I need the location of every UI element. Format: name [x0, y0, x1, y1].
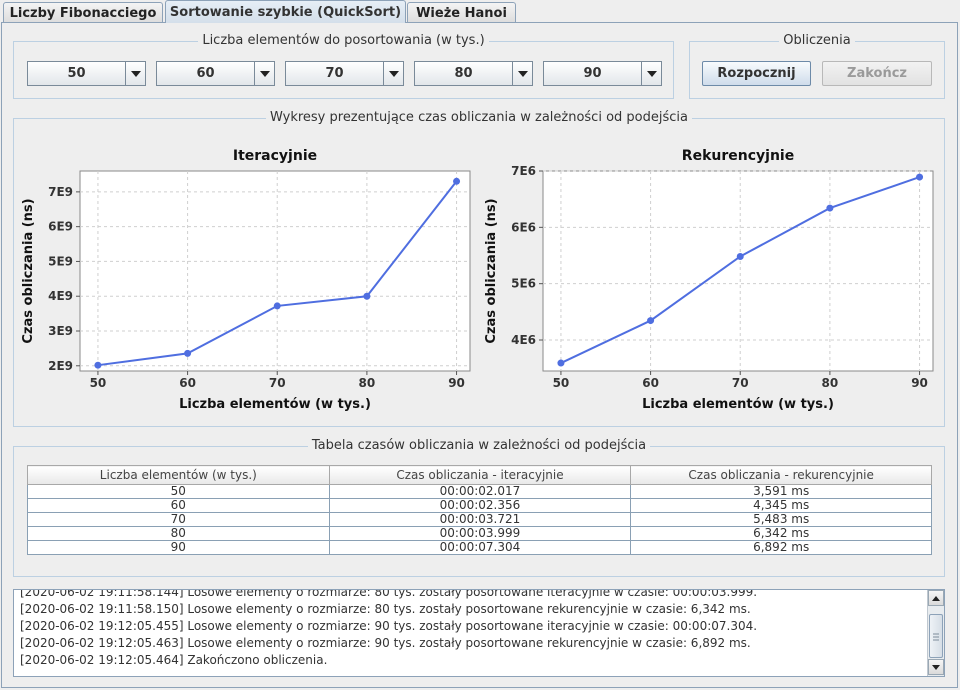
- elements-combo-2[interactable]: 60: [156, 61, 275, 86]
- table-row[interactable]: 80 00:00:03.999 6,342 ms: [27, 526, 932, 541]
- table-cell: 00:00:03.999: [329, 526, 632, 541]
- y-tick-label: 4E9: [48, 289, 73, 303]
- y-axis-label: Czas obliczania (ns): [21, 198, 36, 343]
- charts-group-title: Wykresy prezentujące czas obliczania w z…: [266, 110, 692, 125]
- x-tick-label: 60: [179, 376, 196, 390]
- table-group: Tabela czasów obliczania w zależności od…: [13, 438, 945, 577]
- chevron-up-icon: [932, 595, 940, 601]
- y-tick-label: 3E9: [48, 324, 73, 338]
- elements-count-group: Liczba elementów do posortowania (w tys.…: [13, 33, 674, 99]
- table-cell: 70: [27, 512, 330, 527]
- table-cell: 5,483 ms: [630, 512, 932, 527]
- x-tick-label: 90: [448, 376, 465, 390]
- table-cell: 4,345 ms: [630, 498, 932, 513]
- tab-fibonacci[interactable]: Liczby Fibonacciego: [3, 2, 163, 23]
- log-line: [2020-06-02 19:12:05.455] Losowe element…: [20, 619, 758, 633]
- y-tick-label: 7E9: [48, 185, 73, 199]
- chevron-down-icon[interactable]: [384, 62, 403, 85]
- table-cell: 3,591 ms: [630, 484, 932, 499]
- table-cell: 6,342 ms: [630, 526, 932, 541]
- table-row[interactable]: 70 00:00:03.721 5,483 ms: [27, 512, 932, 527]
- tab-bar: Liczby Fibonacciego Sortowanie szybkie (…: [0, 0, 960, 23]
- log-textarea[interactable]: [2020-06-02 19:11:58.144] Losowe element…: [13, 589, 945, 677]
- data-point: [94, 361, 102, 369]
- scroll-up-button[interactable]: [928, 590, 944, 606]
- elements-combo-1[interactable]: 50: [27, 61, 146, 86]
- elements-count-group-title: Liczba elementów do posortowania (w tys.…: [198, 33, 489, 48]
- tab-quicksort[interactable]: Sortowanie szybkie (QuickSort): [165, 0, 406, 23]
- table-cell: 90: [27, 540, 330, 555]
- table-cell: 00:00:02.017: [329, 484, 632, 499]
- results-table: Liczba elementów (w tys.) Czas obliczani…: [27, 465, 932, 555]
- computation-group-title: Obliczenia: [779, 33, 855, 48]
- x-tick-label: 80: [359, 376, 376, 390]
- chart-title-iterative: Iteracyjnie: [232, 148, 318, 164]
- data-point: [363, 292, 371, 300]
- grip-icon: [933, 633, 939, 641]
- elements-combo-4-value: 80: [415, 62, 513, 85]
- start-button[interactable]: Rozpocznij: [702, 61, 811, 86]
- table-cell: 00:00:03.721: [329, 512, 632, 527]
- table-row[interactable]: 50 00:00:02.017 3,591 ms: [27, 484, 932, 499]
- stop-button[interactable]: Zakończ: [822, 61, 932, 86]
- elements-combo-2-value: 60: [157, 62, 255, 85]
- table-cell: 50: [27, 484, 330, 499]
- log-line: [2020-06-02 19:12:05.463] Losowe element…: [20, 636, 751, 650]
- elements-combo-1-value: 50: [28, 62, 126, 85]
- y-tick-label: 5E9: [48, 254, 73, 268]
- x-tick-label: 50: [90, 376, 107, 390]
- table-cell: 80: [27, 526, 330, 541]
- table-cell: 00:00:07.304: [329, 540, 632, 555]
- table-row[interactable]: 60 00:00:02.356 4,345 ms: [27, 498, 932, 513]
- chevron-down-icon[interactable]: [255, 62, 274, 85]
- table-cell: 00:00:02.356: [329, 498, 632, 513]
- tab-hanoi[interactable]: Wieże Hanoi: [407, 2, 516, 23]
- elements-combo-3[interactable]: 70: [285, 61, 404, 86]
- chevron-down-icon[interactable]: [642, 62, 661, 85]
- x-tick-label: 70: [269, 376, 286, 390]
- data-point: [453, 177, 461, 185]
- chevron-down-icon: [932, 664, 940, 670]
- elements-combo-3-value: 70: [286, 62, 384, 85]
- charts-group: Wykresy prezentujące czas obliczania w z…: [13, 110, 945, 427]
- table-header-recursive[interactable]: Czas obliczania - rekurencyjnie: [630, 465, 932, 485]
- table-header-iterative[interactable]: Czas obliczania - iteracyjnie: [328, 465, 632, 485]
- chevron-down-icon[interactable]: [513, 62, 532, 85]
- x-axis-label: Liczba elementów (w tys.): [179, 397, 371, 412]
- table-group-title: Tabela czasów obliczania w zależności od…: [307, 438, 651, 453]
- scroll-thumb[interactable]: [929, 614, 943, 658]
- elements-combo-4[interactable]: 80: [414, 61, 533, 86]
- elements-combo-5-value: 90: [544, 62, 642, 85]
- log-line: [2020-06-02 19:11:58.144] Losowe element…: [20, 589, 758, 599]
- data-point: [184, 349, 192, 357]
- table-row[interactable]: 90 00:00:07.304 6,892 ms: [27, 540, 932, 555]
- scroll-down-button[interactable]: [928, 659, 944, 675]
- log-line: [2020-06-02 19:11:58.150] Losowe element…: [20, 602, 751, 616]
- table-cell: 60: [27, 498, 330, 513]
- y-tick-label: 2E9: [48, 359, 73, 373]
- chart-title-recursive: Rekurencyjnie: [681, 148, 795, 164]
- computation-group: Obliczenia: [689, 33, 945, 99]
- elements-combo-5[interactable]: 90: [543, 61, 662, 86]
- table-cell: 6,892 ms: [630, 540, 932, 555]
- log-line: [2020-06-02 19:12:05.464] Zakończono obl…: [20, 653, 328, 667]
- chevron-down-icon[interactable]: [126, 62, 145, 85]
- data-point: [273, 302, 281, 310]
- table-header-elements[interactable]: Liczba elementów (w tys.): [27, 465, 330, 485]
- plot-area: [79, 170, 471, 372]
- log-scrollbar[interactable]: [927, 590, 944, 676]
- y-tick-label: 6E9: [48, 220, 73, 234]
